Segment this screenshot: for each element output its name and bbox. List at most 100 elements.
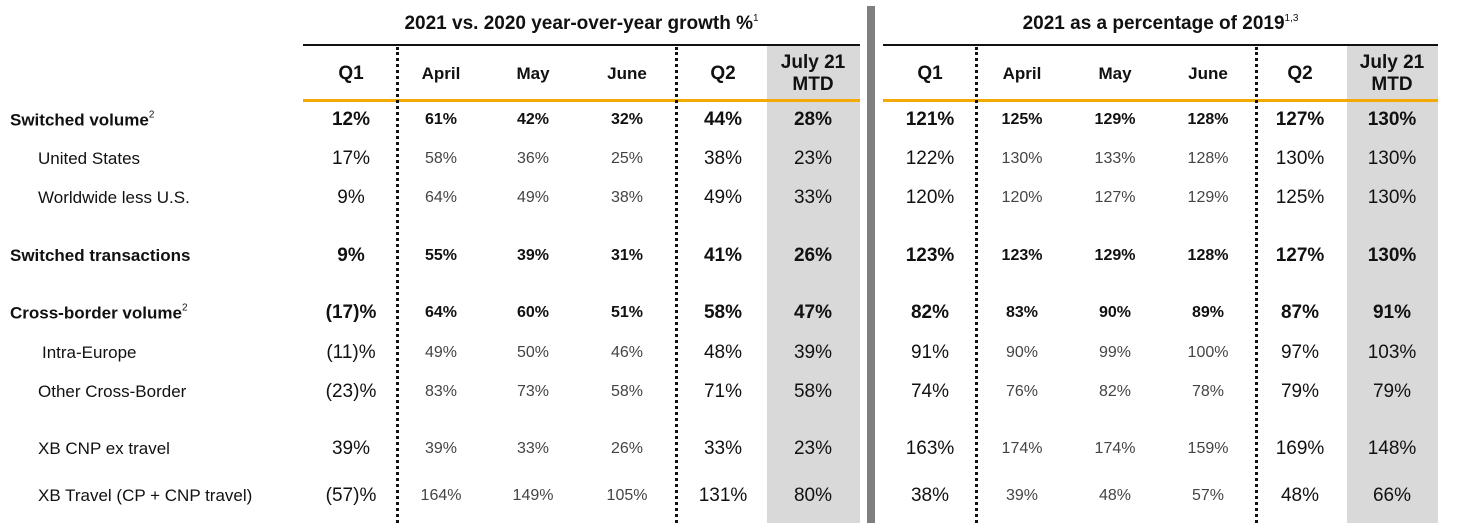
value-cell: 82% <box>1098 383 1132 400</box>
column-separator <box>1255 47 1258 523</box>
value-cell: 83% <box>1005 304 1039 321</box>
value-cell: 48% <box>1098 487 1132 504</box>
value-cell: 49% <box>516 189 550 206</box>
value-cell: 38% <box>610 189 644 206</box>
value-cell: 33% <box>703 438 743 459</box>
value-cell: 38% <box>910 485 950 506</box>
row-label: XB Travel (CP + CNP travel) <box>38 486 253 505</box>
value-cell: 71% <box>703 381 743 402</box>
value-cell: 9% <box>337 245 365 266</box>
value-cell: 80% <box>793 485 833 506</box>
value-cell: 31% <box>610 247 644 264</box>
value-cell: 46% <box>610 344 644 361</box>
footnote-ref: 1,3 <box>1284 13 1299 24</box>
value-cell: 41% <box>703 245 743 266</box>
value-cell: 36% <box>516 150 550 167</box>
column-header: July 21 MTD <box>1359 52 1425 95</box>
value-cell: 83% <box>424 383 458 400</box>
value-cell: 48% <box>703 342 743 363</box>
value-cell: 120% <box>905 187 955 208</box>
value-cell: 125% <box>1275 187 1325 208</box>
value-cell: 123% <box>905 245 955 266</box>
value-cell: 103% <box>1367 342 1417 363</box>
column-header: April <box>1002 64 1042 83</box>
top-rule <box>303 44 860 46</box>
column-separator <box>396 47 399 523</box>
value-cell: 130% <box>1367 148 1417 169</box>
value-cell: (11)% <box>326 342 376 363</box>
row-label: Intra-Europe <box>42 343 137 362</box>
header-rule <box>303 99 860 102</box>
column-header: May <box>1098 64 1132 83</box>
value-cell: 49% <box>703 187 743 208</box>
column-header: May <box>516 64 550 83</box>
column-header: Q1 <box>338 63 364 84</box>
value-cell: 58% <box>424 150 458 167</box>
value-cell: 23% <box>793 438 833 459</box>
value-cell: 66% <box>1372 485 1412 506</box>
value-cell: (23)% <box>325 381 377 402</box>
highlight-column <box>1347 46 1438 523</box>
value-cell: 87% <box>1280 302 1320 323</box>
value-cell: 47% <box>793 302 833 323</box>
value-cell: 127% <box>1275 245 1325 266</box>
value-cell: 169% <box>1275 438 1325 459</box>
value-cell: 33% <box>516 440 550 457</box>
value-cell: 125% <box>1001 111 1043 128</box>
value-cell: 55% <box>424 247 458 264</box>
row-label: Switched volume2 <box>10 109 155 130</box>
value-cell: 159% <box>1187 440 1229 457</box>
value-cell: 58% <box>703 302 743 323</box>
footnote-ref: 2 <box>181 302 188 314</box>
row-label: Other Cross-Border <box>38 382 187 401</box>
value-cell: 39% <box>516 247 550 264</box>
value-cell: 61% <box>424 111 458 128</box>
footnote-ref: 1 <box>752 13 759 24</box>
value-cell: 128% <box>1187 150 1229 167</box>
value-cell: 26% <box>610 440 644 457</box>
column-separator <box>975 47 978 523</box>
value-cell: 44% <box>703 109 743 130</box>
value-cell: 129% <box>1094 111 1136 128</box>
column-header: Q2 <box>710 63 736 84</box>
top-rule <box>883 44 1438 46</box>
value-cell: 91% <box>910 342 950 363</box>
value-cell: 99% <box>1098 344 1132 361</box>
value-cell: 26% <box>793 245 833 266</box>
value-cell: 127% <box>1094 189 1136 206</box>
value-cell: (17)% <box>325 302 377 323</box>
value-cell: 33% <box>793 187 833 208</box>
value-cell: 123% <box>1001 247 1043 264</box>
value-cell: 128% <box>1187 247 1229 264</box>
value-cell: 130% <box>1367 245 1417 266</box>
value-cell: 48% <box>1280 485 1320 506</box>
column-header: Q2 <box>1287 63 1313 84</box>
value-cell: 121% <box>905 109 955 130</box>
section-title: 2021 vs. 2020 year-over-year growth %1 <box>404 13 759 34</box>
value-cell: 127% <box>1275 109 1325 130</box>
value-cell: 39% <box>793 342 833 363</box>
value-cell: 82% <box>910 302 950 323</box>
value-cell: 76% <box>1005 383 1039 400</box>
row-label: XB CNP ex travel <box>38 439 170 458</box>
value-cell: 23% <box>793 148 833 169</box>
row-label: Cross-border volume2 <box>10 302 188 323</box>
value-cell: 120% <box>1001 189 1043 206</box>
value-cell: 73% <box>516 383 550 400</box>
column-separator <box>675 47 678 523</box>
highlight-column <box>767 46 860 523</box>
value-cell: 78% <box>1191 383 1225 400</box>
value-cell: 17% <box>331 148 371 169</box>
row-label: Switched transactions <box>10 246 191 265</box>
value-cell: 79% <box>1280 381 1320 402</box>
value-cell: 58% <box>793 381 833 402</box>
value-cell: 12% <box>331 109 371 130</box>
value-cell: 58% <box>610 383 644 400</box>
value-cell: 50% <box>516 344 550 361</box>
value-cell: 163% <box>905 438 955 459</box>
section-title: 2021 as a percentage of 20191,3 <box>1022 13 1299 34</box>
value-cell: 174% <box>1001 440 1043 457</box>
value-cell: 38% <box>703 148 743 169</box>
value-cell: 42% <box>516 111 550 128</box>
